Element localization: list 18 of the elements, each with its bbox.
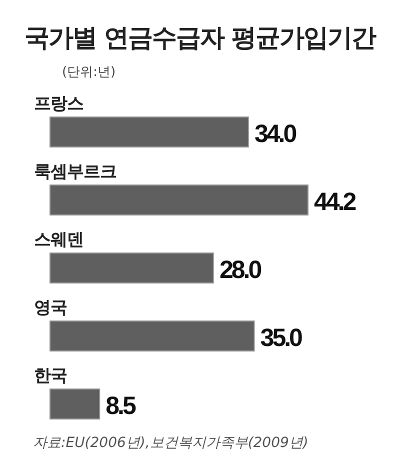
data-label: 44.2 — [314, 188, 356, 216]
y-tick-label: 프랑스 — [34, 94, 84, 114]
bar — [50, 184, 308, 216]
data-label: 34.0 — [254, 120, 296, 148]
y-tick-label: 룩셈부르크 — [34, 162, 117, 182]
data-label: 28.0 — [219, 256, 262, 284]
chart-subtitle: (단위:년) — [62, 65, 116, 80]
y-tick-label: 영국 — [34, 298, 68, 318]
bar — [50, 320, 255, 352]
y-tick-label: 스웨덴 — [34, 230, 84, 250]
data-label: 8.5 — [106, 392, 136, 420]
chart-title: 국가별 연금수급자 평균가입기간 — [24, 23, 377, 52]
bar — [50, 388, 100, 420]
data-label: 35.0 — [260, 324, 302, 352]
bar — [50, 116, 249, 148]
y-tick-label: 한국 — [34, 366, 68, 386]
text: 자료:EU(2006년),보건복지가족부(2009년) — [33, 435, 308, 451]
bar — [50, 252, 214, 284]
